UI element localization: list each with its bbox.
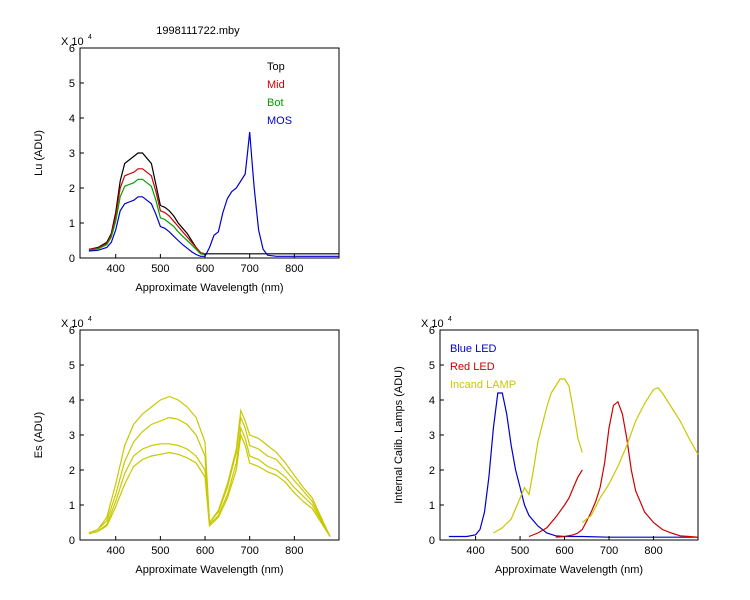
es-x-axis-label: Approximate Wavelength (nm) xyxy=(135,564,283,576)
lu-y-tick-label: 5 xyxy=(69,78,75,90)
lu-legend-entry: MOS xyxy=(267,115,292,127)
lu-x-tick-label: 600 xyxy=(196,263,214,275)
lamps-y-tick-label: 2 xyxy=(429,465,435,477)
es-y-tick-label: 6 xyxy=(69,325,75,337)
es-series-line-2 xyxy=(88,425,331,537)
lu-x-axis-label: Approximate Wavelength (nm) xyxy=(135,282,283,294)
lamps-x-tick-label: 700 xyxy=(600,545,618,557)
lamps-exponent-label: X 10 xyxy=(421,318,444,330)
lu-y-tick-label: 2 xyxy=(69,183,75,195)
es-y-tick-label: 0 xyxy=(69,535,75,547)
lu-x-tick-label: 700 xyxy=(241,263,259,275)
lamps-x-axis-label: Approximate Wavelength (nm) xyxy=(495,564,643,576)
lamps-y-tick-label: 4 xyxy=(429,395,435,407)
figure-title: 1998111722.mby xyxy=(156,25,240,37)
lamps-y-axis-label: Internal Calib. Lamps (ADU) xyxy=(393,366,405,504)
lu-exponent-power: 4 xyxy=(88,34,92,41)
es-y-tick-label: 4 xyxy=(69,395,75,407)
es-chart: 400 500 600 700 800 0 1 2 3 4 5 6X 10 4 Approximate W… xyxy=(33,316,340,576)
lamps-legend-entry: Blue LED xyxy=(450,343,497,355)
lu-y-tick-label: 1 xyxy=(69,218,75,230)
lu-x-tick-label: 500 xyxy=(151,263,169,275)
lu-legend-entry: Bot xyxy=(267,97,284,109)
lu-legend-entry: Mid xyxy=(267,79,285,91)
lamps-x-tick-label: 800 xyxy=(644,545,662,557)
es-series-line-3 xyxy=(88,432,331,537)
es-x-tick-label: 800 xyxy=(285,545,303,557)
es-y-tick-label: 2 xyxy=(69,465,75,477)
lu-series-line-1 xyxy=(88,168,206,255)
lamps-y-tick-label: 5 xyxy=(429,360,435,372)
es-exponent-label: X 10 xyxy=(61,318,84,330)
lu-chart: 400 500 600 700 800 0 1 2 3 4 5 6X 10 4 Approximate W… xyxy=(33,34,340,294)
lu-y-tick-label: 4 xyxy=(69,113,75,125)
lamps-y-tick-label: 1 xyxy=(429,500,435,512)
es-y-tick-label: 3 xyxy=(69,430,75,442)
lamps-series-line-3 xyxy=(493,378,583,534)
lu-legend-entry: Top xyxy=(267,61,285,73)
lamps-exponent-power: 4 xyxy=(448,316,452,323)
lamps-y-tick-label: 3 xyxy=(429,430,435,442)
lu-y-tick-label: 0 xyxy=(69,253,75,265)
es-x-tick-label: 500 xyxy=(151,545,169,557)
lamps-x-tick-label: 600 xyxy=(555,545,573,557)
lu-y-tick-label: 3 xyxy=(69,148,75,160)
lamps-y-tick-label: 6 xyxy=(429,325,435,337)
lamps-x-tick-label: 400 xyxy=(466,545,484,557)
lu-plot-frame xyxy=(79,47,340,259)
es-exponent-power: 4 xyxy=(88,316,92,323)
es-x-tick-label: 700 xyxy=(241,545,259,557)
lu-y-axis-label: Lu (ADU) xyxy=(33,130,45,176)
es-y-tick-label: 5 xyxy=(69,360,75,372)
lamps-x-tick-label: 500 xyxy=(511,545,529,557)
es-y-axis-label: Es (ADU) xyxy=(33,412,45,458)
es-series-line-1 xyxy=(88,395,331,537)
es-x-tick-label: 600 xyxy=(196,545,214,557)
lu-series-line-2 xyxy=(88,178,206,256)
lu-x-tick-label: 800 xyxy=(285,263,303,275)
es-y-tick-label: 1 xyxy=(69,500,75,512)
lamps-series-line-2 xyxy=(528,469,583,538)
lamps-series-line-4 xyxy=(581,387,699,523)
lu-y-tick-label: 6 xyxy=(69,43,75,55)
lamps-series-line-1 xyxy=(555,400,699,538)
lu-exponent-label: X 10 xyxy=(61,36,84,48)
es-plot-frame xyxy=(79,329,340,541)
lamps-series-line-0 xyxy=(448,392,698,538)
lu-series-line-3 xyxy=(88,131,339,257)
lamps-y-tick-label: 0 xyxy=(429,535,435,547)
lu-x-tick-label: 400 xyxy=(107,263,125,275)
es-x-tick-label: 400 xyxy=(107,545,125,557)
lamps-chart: 400 500 600 700 800 0 1 2 3 4 5 6X 10 4 Approximate W… xyxy=(393,316,699,576)
lamps-legend-entry: Red LED xyxy=(450,361,495,373)
lamps-legend-entry: Incand LAMP xyxy=(450,379,516,391)
